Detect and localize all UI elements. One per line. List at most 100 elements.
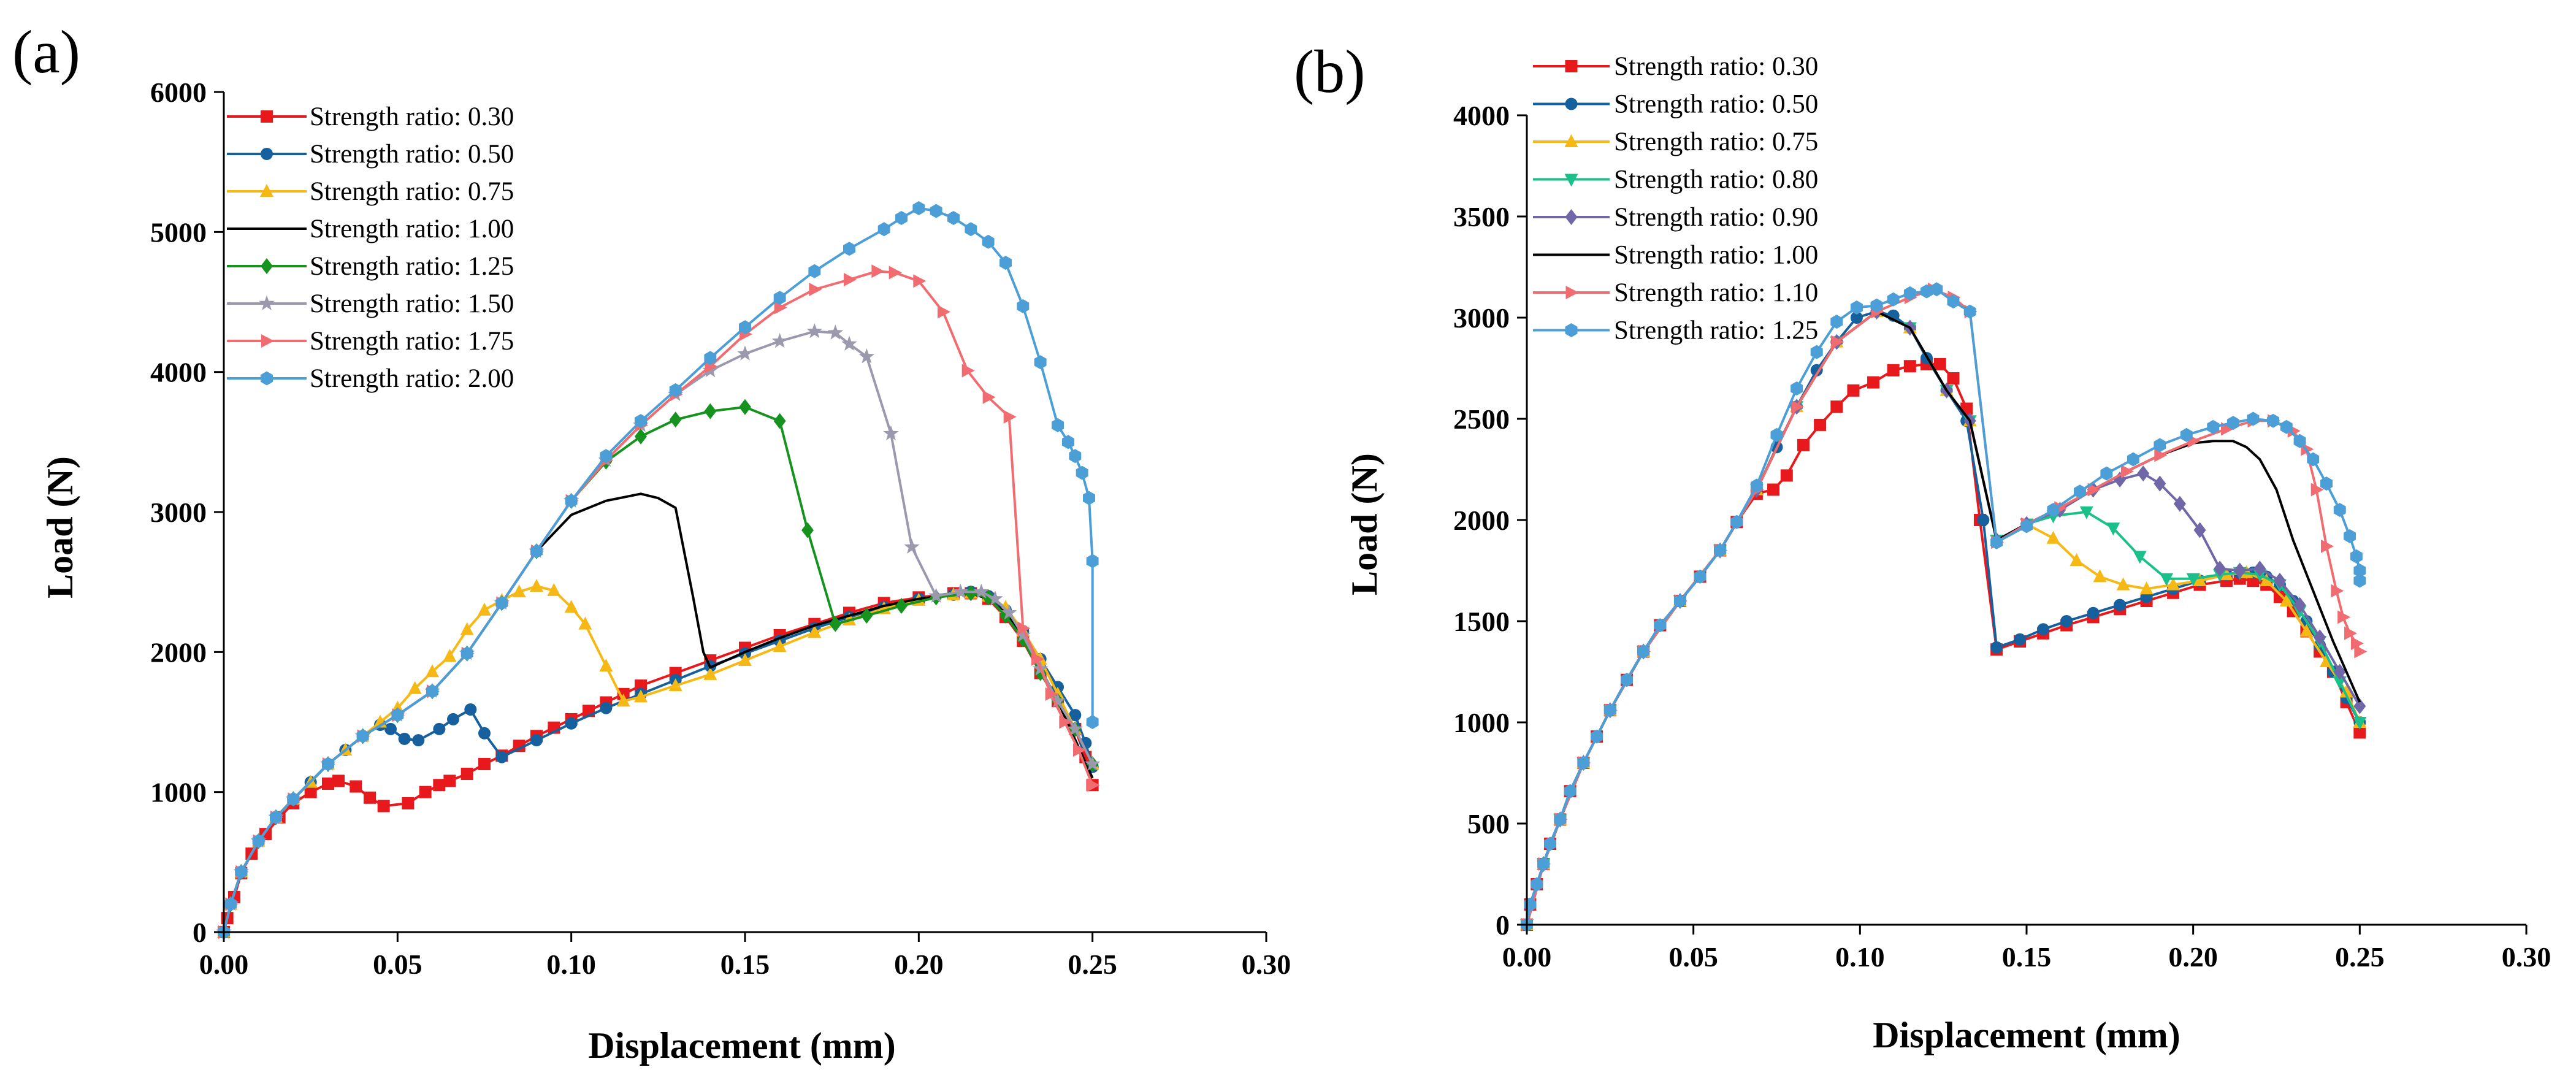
data-point [2116, 577, 2130, 591]
y-tick-label-a: 2000 [150, 637, 207, 668]
data-point [1087, 778, 1100, 792]
data-point [599, 659, 613, 672]
data-point [2214, 560, 2226, 577]
data-point [961, 364, 975, 378]
data-point [1870, 298, 1883, 313]
data-point [2260, 573, 2274, 586]
data-point [1903, 286, 1916, 300]
legend-item: Strength ratio: 1.00 [227, 215, 514, 243]
data-point [2273, 573, 2286, 589]
data-point [1990, 535, 2003, 549]
data-point [2020, 519, 2033, 533]
data-point [999, 256, 1012, 270]
data-point [634, 689, 648, 703]
data-point [2350, 549, 2363, 564]
data-point [1887, 364, 1900, 377]
legend-item: Strength ratio: 0.30 [227, 102, 514, 131]
data-point [982, 390, 996, 404]
data-point [2321, 539, 2334, 553]
data-point [947, 211, 960, 225]
data-point [2273, 591, 2286, 603]
data-point [806, 323, 823, 338]
data-point [1947, 372, 1960, 384]
x-tick-label-a: 0.15 [720, 949, 770, 980]
data-point [739, 399, 751, 415]
data-point [841, 335, 857, 351]
data-point [808, 625, 822, 638]
data-point [270, 810, 282, 825]
data-point [1544, 836, 1556, 851]
data-point [1003, 410, 1017, 424]
data-point [2267, 413, 2279, 428]
y-tick-label-a: 5000 [150, 216, 207, 248]
legend-swatch-marker [261, 258, 273, 274]
data-point [1015, 627, 1031, 642]
legend-item: Strength ratio: 0.80 [1533, 166, 1818, 194]
y-tick-label-b: 4000 [1453, 100, 1510, 131]
x-tick-label-a: 0.00 [199, 949, 249, 980]
legend-item: Strength ratio: 0.75 [1533, 128, 1818, 156]
series-a-7 [218, 201, 1099, 939]
data-point [1694, 569, 1707, 584]
data-point [2114, 598, 2127, 611]
x-tick-label-b: 0.10 [1835, 941, 1885, 973]
data-point [809, 282, 822, 296]
data-point [1850, 312, 1863, 324]
legend-label: Strength ratio: 0.30 [1614, 52, 1818, 81]
data-point [2121, 464, 2134, 478]
data-point [478, 727, 491, 740]
data-point [669, 383, 682, 397]
data-point [2060, 615, 2073, 627]
panel-b: (b) 0.00 0.05 0.10 0.15 0.20 0.25 0.30 0 500 1000… [1294, 37, 2551, 1055]
data-point [426, 664, 439, 678]
data-point [1947, 294, 1960, 309]
data-point [737, 345, 753, 361]
data-point [600, 702, 613, 714]
data-point [419, 786, 432, 798]
legend-label: Strength ratio: 0.90 [1614, 203, 1818, 232]
data-point [1031, 652, 1044, 666]
data-point [1621, 673, 1633, 687]
data-point [928, 587, 944, 603]
data-point [2353, 726, 2366, 739]
data-point [877, 222, 890, 237]
data-point [2354, 644, 2368, 659]
data-point [1076, 465, 1088, 480]
legend-item: Strength ratio: 2.00 [227, 364, 514, 393]
legend-item: Strength ratio: 0.90 [1533, 203, 1818, 232]
data-point [1069, 709, 1082, 722]
legend-item: Strength ratio: 0.50 [1533, 90, 1818, 119]
data-point [2353, 698, 2366, 714]
data-point [2247, 411, 2260, 426]
data-point [635, 679, 647, 692]
data-point [1797, 438, 1810, 451]
legend-swatch-marker [260, 184, 273, 197]
data-point [774, 300, 787, 315]
data-point [2353, 564, 2366, 578]
data-point [304, 786, 317, 798]
data-point [1887, 292, 1900, 307]
data-point [2133, 551, 2147, 564]
data-point [1963, 304, 1976, 319]
data-point [224, 897, 237, 911]
data-point [2333, 503, 2346, 517]
data-point [2154, 475, 2166, 492]
legend-label: Strength ratio: 0.80 [1614, 166, 1818, 194]
data-point [2087, 606, 2100, 619]
data-point [1750, 478, 1763, 493]
data-point [391, 708, 404, 722]
data-point [1086, 554, 1099, 568]
legend-item: Strength ratio: 1.10 [1533, 278, 1818, 307]
data-point [565, 494, 578, 508]
legend-swatch-marker [261, 334, 274, 348]
data-point [987, 591, 1003, 606]
data-point [2350, 637, 2364, 651]
data-point [578, 616, 592, 630]
data-point [2253, 560, 2266, 577]
data-point [2344, 626, 2358, 640]
data-point [1637, 644, 1650, 659]
legend-item: Strength ratio: 0.50 [227, 140, 514, 169]
data-point [2193, 522, 2206, 538]
data-point [530, 734, 543, 747]
data-point [1921, 284, 1933, 299]
